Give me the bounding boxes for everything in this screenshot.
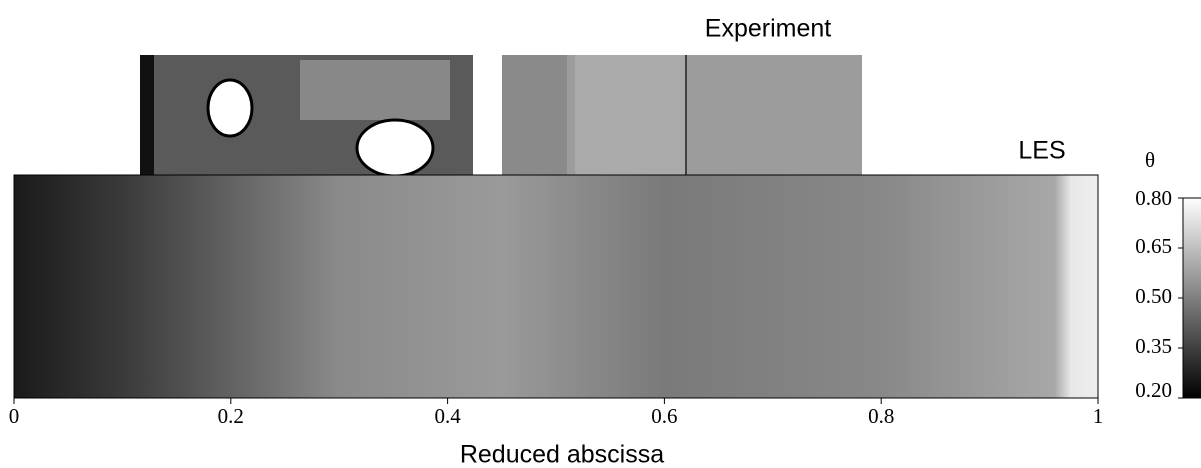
x-tick-label: 0.2 [218,404,244,428]
x-tick-label: 0.4 [434,404,461,428]
colorbar-tick-label: 0.20 [1135,378,1172,402]
contour-field [14,175,1098,398]
plot-frame [13,174,1099,399]
panel-label: Experiment [705,15,831,43]
colorbar-tick-label: 0.80 [1135,186,1172,210]
x-tick-label: 0.8 [868,404,894,428]
panel-label: LES [1018,137,1065,165]
colorbar-tick-label: 0.65 [1135,234,1172,258]
colorbar-title: θ [1145,148,1155,172]
x-tick-label: 0 [9,404,20,428]
x-tick-label: 0.6 [651,404,677,428]
experiment-panels [140,55,862,178]
colorbar-tick-label: 0.50 [1135,284,1172,308]
colorbar-tick-label: 0.35 [1135,334,1172,358]
x-axis-label: Reduced abscissa [460,441,664,468]
colorbar [1182,197,1201,399]
x-tick-label: 1 [1093,404,1104,428]
